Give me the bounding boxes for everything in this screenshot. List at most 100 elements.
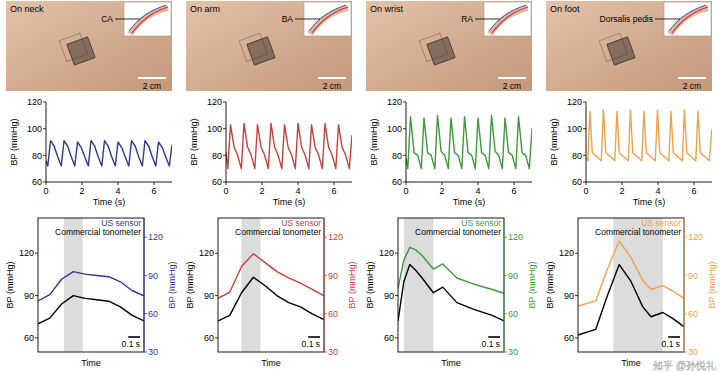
y-tick-label: 60 [212, 177, 222, 187]
y-tick [583, 102, 586, 103]
plot-frame [38, 218, 144, 352]
artery-label: Dorsalis pedis [600, 14, 653, 24]
sensor-patch [607, 37, 635, 65]
plot-area [226, 123, 352, 168]
series-line [38, 272, 144, 301]
y-tick-label: 120 [559, 248, 574, 258]
photo-panel: On armBA2 cm [186, 1, 352, 91]
y2-tick-label: 90 [328, 271, 338, 281]
y2-tick [144, 313, 147, 314]
x-label: Time [261, 358, 281, 368]
legend-entry: Commercial tonometer [415, 227, 501, 237]
y-tick-label: 120 [199, 248, 214, 258]
x-tick-label: 2 [259, 186, 264, 196]
x-tick-label: 6 [331, 186, 336, 196]
inset-vein [489, 5, 526, 31]
chart: 60801001200246BP (mmHg)Time (s) [369, 97, 532, 207]
y-tick [43, 155, 46, 156]
x-label: Time (s) [273, 197, 306, 207]
x-axis [46, 182, 172, 183]
y-axis [226, 102, 227, 182]
y2-tick [684, 237, 687, 238]
series-line [398, 265, 504, 321]
x-tick-label: 2 [619, 186, 624, 196]
x-tick [262, 182, 263, 185]
time-scale-bar [128, 336, 140, 338]
x-tick [442, 182, 443, 185]
x-tick-label: 2 [79, 186, 84, 196]
y-label: BP (mmHg) [185, 262, 195, 309]
y2-tick-label: 60 [148, 309, 158, 319]
y2-label: BP (mmHg) [527, 262, 537, 309]
x-tick [406, 182, 407, 185]
inset-limb [310, 8, 348, 34]
photo-label: On foot [550, 4, 580, 14]
y-tick [35, 253, 38, 254]
chart: 6090120306090120BP (mmHg)BP (mmHg)Time0.… [5, 218, 177, 368]
x-axis [406, 182, 532, 183]
x-label: Time (s) [633, 197, 666, 207]
scale-bar [138, 77, 166, 79]
y2-axis [324, 218, 325, 352]
y-tick [35, 295, 38, 296]
photo-label: On neck [10, 4, 44, 14]
y-tick [395, 295, 398, 296]
plot-area [218, 218, 324, 352]
y-tick-label: 90 [204, 291, 214, 301]
photo-label: On arm [190, 4, 220, 14]
y2-tick [144, 237, 147, 238]
x-tick [226, 182, 227, 185]
x-tick [334, 182, 335, 185]
sensor-outline [599, 33, 627, 61]
y2-tick-label: 30 [688, 347, 698, 357]
plot-area [46, 141, 172, 166]
y-label: BP (mmHg) [549, 119, 559, 166]
figure: On neckCA2 cmOn armBA2 cmOn wristRA2 cmO… [0, 0, 720, 372]
artery-arrow [655, 19, 680, 20]
x-tick-label: 0 [583, 186, 588, 196]
series-line [38, 296, 144, 324]
y-label: BP (mmHg) [365, 262, 375, 309]
inset-artery [132, 7, 168, 33]
sensor-outline [419, 33, 447, 61]
time-scale-label: 0.1 s [662, 339, 680, 349]
series-line [406, 115, 532, 168]
y-tick-label: 120 [19, 248, 34, 258]
x-tick [298, 182, 299, 185]
y-tick [35, 337, 38, 338]
y-tick-label: 60 [204, 333, 214, 343]
y-tick-label: 60 [572, 177, 582, 187]
sensor-patch [247, 37, 275, 65]
artery-arrow [295, 19, 320, 20]
chart: 60801001200246BP (mmHg)Time (s) [9, 97, 172, 207]
y2-tick-label: 60 [328, 309, 338, 319]
y2-axis [144, 218, 145, 352]
legend-entry: Commercial tonometer [235, 227, 321, 237]
highlight-band [64, 218, 83, 352]
sensor-outline [59, 33, 87, 61]
y2-tick [504, 237, 507, 238]
y-tick-label: 60 [32, 177, 42, 187]
y-tick [223, 155, 226, 156]
time-scale-label: 0.1 s [122, 339, 140, 349]
x-tick [154, 182, 155, 185]
x-tick-label: 0 [403, 186, 408, 196]
y-tick-label: 60 [24, 333, 34, 343]
y-tick [403, 155, 406, 156]
y2-tick [324, 313, 327, 314]
x-tick-label: 4 [115, 186, 120, 196]
y-tick [575, 295, 578, 296]
series-line [226, 123, 352, 168]
artery-label: RA [461, 14, 473, 24]
x-tick-label: 2 [439, 186, 444, 196]
photo [6, 1, 172, 91]
x-tick [622, 182, 623, 185]
x-tick-label: 4 [655, 186, 660, 196]
y-label: BP (mmHg) [545, 262, 555, 309]
photo [366, 1, 532, 91]
y2-tick-label: 60 [688, 309, 698, 319]
y-tick-label: 100 [27, 124, 42, 134]
x-tick [118, 182, 119, 185]
x-tick [478, 182, 479, 185]
inset-artery [492, 7, 528, 33]
